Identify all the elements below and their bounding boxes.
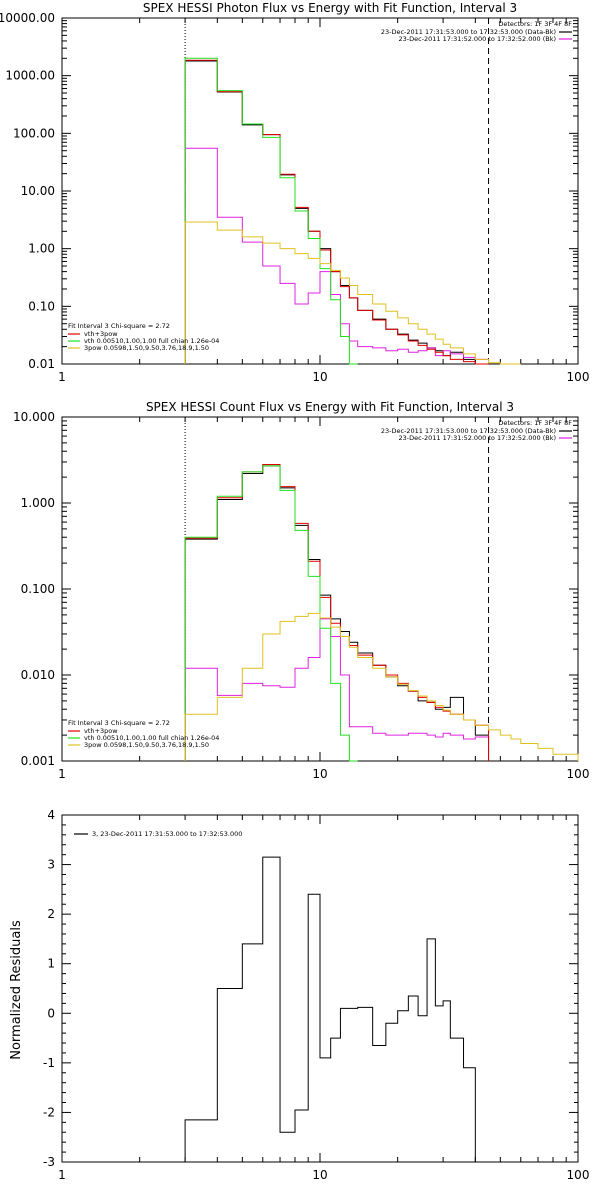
photon-y-tick-label: 10000.00 (0, 11, 55, 25)
photon-y-tick-label: 0.01 (28, 357, 55, 371)
photon-plot-frame (61, 17, 579, 365)
photon-flux-panel: SPEX HESSI Photon Flux vs Energy with Fi… (0, 1, 589, 384)
photon-legend-entry: vth+3pow (84, 330, 118, 338)
count-y-tick-label: 1.000 (21, 496, 55, 510)
photon-legend-entry: vth 0.00510,1.00,1.00 full chian 1.26e-0… (84, 337, 219, 345)
resid-y-tick-label: -2 (43, 1105, 55, 1119)
photon-time-range-label: 23-Dec-2011 17:31:52.000 to 17:32:52.000… (399, 35, 557, 43)
count-legend-entry: vth+3pow (84, 727, 118, 735)
count-time-range-label: 23-Dec-2011 17:31:53.000 to 17:32:53.000… (381, 427, 556, 435)
photon-x-tick-label: 10 (312, 370, 327, 384)
count-series-vth (184, 465, 358, 762)
count-x-tick-label: 10 (312, 767, 327, 781)
count-legend-header: Fit Interval 3 Chi-square = 2.72 (68, 719, 170, 727)
resid-y-tick-label: 4 (47, 808, 55, 822)
count-series-data-bk (184, 465, 490, 761)
count-detectors-label: Detectors: 1F 3F 4F 8F (498, 419, 572, 427)
photon-y-tick-label: 1.00 (28, 242, 55, 256)
photon-series-3pow (184, 221, 521, 365)
photon-x-tick-label: 100 (567, 370, 590, 384)
photon-series-bk (184, 147, 490, 364)
count-series-3pow (184, 612, 579, 761)
photon-series-data-bk (184, 60, 489, 365)
photon-y-tick-label: 1000.00 (5, 69, 55, 83)
photon-x-tick-label: 1 (58, 370, 66, 384)
count-y-tick-label: 0.001 (21, 754, 55, 768)
count-flux-panel: SPEX HESSI Count Flux vs Energy with Fit… (13, 400, 589, 781)
photon-series-vth (184, 57, 358, 365)
count-y-tick-label: 10.000 (13, 410, 55, 424)
resid-y-tick-label: -3 (43, 1155, 55, 1169)
resid-x-tick-label: 1 (58, 1168, 66, 1182)
residuals-y-axis-label: Normalized Residuals (9, 920, 24, 1060)
count-legend-entry: 3pow 0.0598,1.50,9.50,3.76,18.9,1.50 (84, 741, 209, 749)
count-series-vth-3pow (184, 464, 490, 761)
count-x-tick-label: 1 (58, 767, 66, 781)
resid-x-tick-label: 10 (312, 1168, 327, 1182)
resid-y-tick-label: 3 (47, 858, 55, 872)
count-y-tick-label: 0.100 (21, 582, 55, 596)
count-y-tick-label: 0.010 (21, 668, 55, 682)
photon-y-tick-label: 10.00 (21, 184, 55, 198)
count-series-bk (184, 618, 490, 761)
resid-series-residuals (184, 856, 476, 1162)
photon-series-vth-3pow (184, 59, 489, 365)
resid-legend-entry: 3, 23-Dec-2011 17:31:53.000 to 17:32:53.… (92, 830, 242, 838)
photon-y-tick-label: 0.10 (28, 299, 55, 313)
resid-y-tick-label: -1 (43, 1056, 55, 1070)
resid-y-tick-label: 1 (47, 957, 55, 971)
count-legend-entry: vth 0.00510,1.00,1.00 full chian 1.26e-0… (84, 734, 219, 742)
photon-y-tick-label: 100.00 (13, 126, 55, 140)
photon-flux-title: SPEX HESSI Photon Flux vs Energy with Fi… (143, 1, 517, 15)
photon-detectors-label: Detectors: 1F 3F 4F 8F (498, 20, 572, 28)
resid-x-tick-label: 100 (567, 1168, 590, 1182)
photon-legend-entry: 3pow 0.0598,1.50,9.50,3.76,18.9,1.50 (84, 344, 209, 352)
count-time-range-label: 23-Dec-2011 17:31:52.000 to 17:32:52.000… (399, 434, 557, 442)
count-flux-title: SPEX HESSI Count Flux vs Energy with Fit… (146, 400, 514, 414)
photon-time-range-label: 23-Dec-2011 17:31:53.000 to 17:32:53.000… (381, 28, 556, 36)
photon-legend-header: Fit Interval 3 Chi-square = 2.72 (68, 322, 170, 330)
residuals-panel: Normalized Residuals 1 10 100 -3 -2 -1 0 1 2 3 4 3,… (9, 808, 589, 1182)
count-x-tick-label: 100 (567, 767, 590, 781)
resid-y-tick-label: 2 (47, 907, 55, 921)
resid-y-tick-label: 0 (47, 1006, 55, 1020)
